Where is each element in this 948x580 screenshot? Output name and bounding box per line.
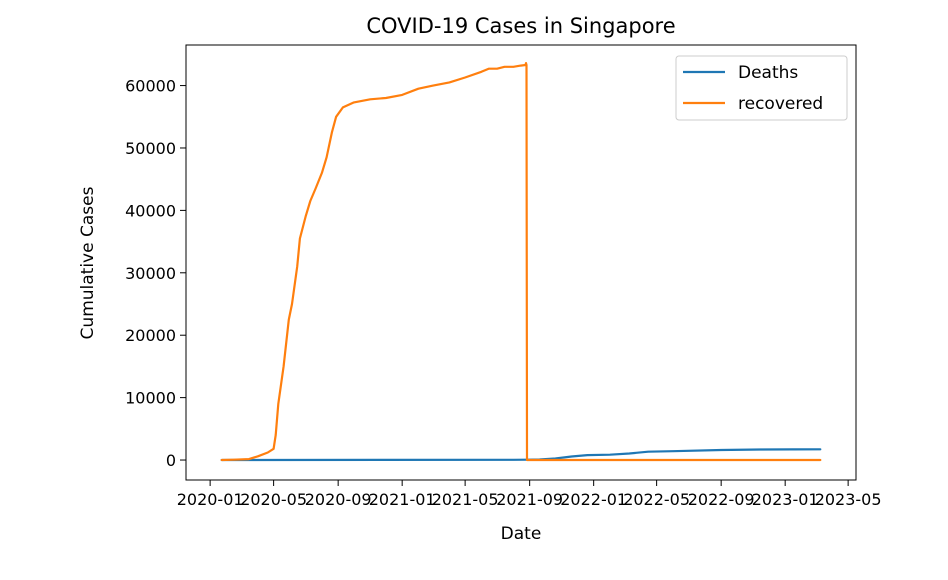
chart-title: COVID-19 Cases in Singapore	[366, 14, 675, 38]
x-tick-label: 2020-05	[240, 490, 307, 509]
y-tick-label: 20000	[125, 326, 176, 345]
x-axis: 2020-012020-052020-092021-012021-052021-…	[177, 480, 882, 509]
x-tick-label: 2022-05	[623, 490, 690, 509]
x-tick-label: 2023-01	[752, 490, 819, 509]
x-tick-label: 2022-01	[560, 490, 627, 509]
x-tick-label: 2020-09	[305, 490, 372, 509]
y-tick-label: 40000	[125, 201, 176, 220]
y-tick-label: 60000	[125, 77, 176, 96]
x-tick-label: 2023-05	[815, 490, 882, 509]
series-lines	[220, 61, 822, 462]
y-axis: 0 10000 20000 30000 40000 50000 60000	[125, 77, 186, 470]
y-tick-label: 30000	[125, 264, 176, 283]
series-line-recovered	[220, 61, 822, 462]
legend-label-deaths: Deaths	[738, 63, 798, 83]
x-tick-label: 2022-09	[688, 490, 755, 509]
x-tick-label: 2020-01	[177, 490, 244, 509]
series-line-deaths	[220, 448, 822, 462]
y-tick-label: 50000	[125, 139, 176, 158]
x-axis-label: Date	[501, 524, 542, 544]
y-tick-label: 10000	[125, 389, 176, 408]
x-tick-label: 2021-05	[432, 490, 499, 509]
y-axis-label: Cumulative Cases	[78, 186, 98, 339]
legend-label-recovered: recovered	[738, 94, 823, 114]
x-tick-label: 2021-01	[369, 490, 436, 509]
plot-area	[185, 44, 857, 481]
x-tick-label: 2021-09	[496, 490, 563, 509]
legend: Deaths recovered	[675, 55, 848, 121]
y-tick-label: 0	[166, 451, 176, 470]
